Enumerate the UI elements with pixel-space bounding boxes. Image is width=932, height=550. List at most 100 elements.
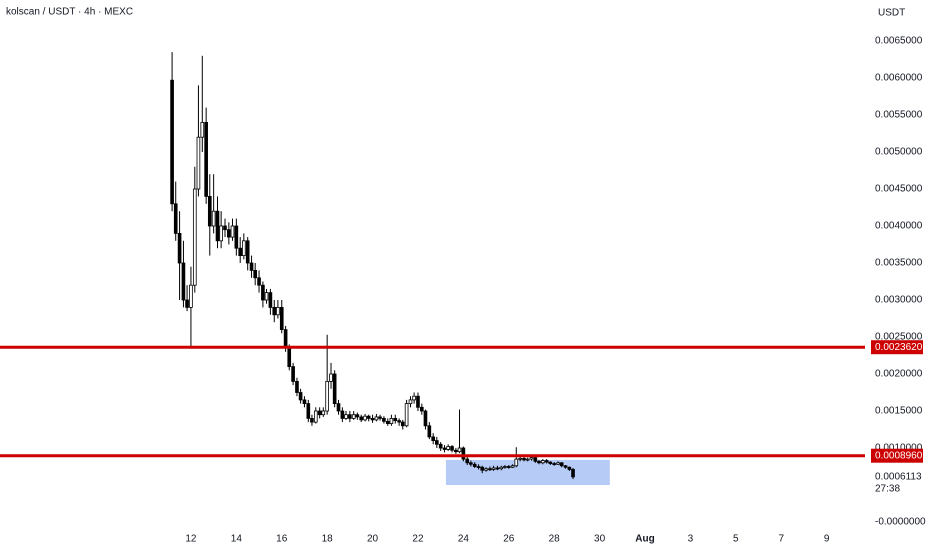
x-tick-label: 26 bbox=[503, 534, 515, 545]
candle-body bbox=[279, 307, 284, 331]
candle-body bbox=[253, 270, 258, 279]
candle-body bbox=[298, 392, 303, 401]
candle-body bbox=[189, 284, 193, 308]
candle-body bbox=[461, 447, 466, 460]
candle-body bbox=[484, 468, 488, 471]
candle-body bbox=[283, 329, 288, 349]
candle-body bbox=[348, 414, 352, 419]
x-tick-label: 24 bbox=[458, 534, 470, 545]
y-tick-label: 0.0055000 bbox=[875, 110, 923, 121]
candle-body bbox=[272, 307, 277, 316]
candle-body bbox=[571, 469, 575, 478]
candle-body bbox=[351, 414, 356, 419]
y-tick-label: 0.0020000 bbox=[875, 369, 923, 380]
candle-body bbox=[268, 292, 273, 308]
candle-body bbox=[495, 467, 500, 470]
candle-body bbox=[173, 203, 178, 234]
candle-body bbox=[506, 466, 511, 468]
candle-body bbox=[177, 233, 182, 264]
candle-body bbox=[310, 418, 314, 423]
x-tick-label: 18 bbox=[322, 534, 334, 545]
x-tick-label: 5 bbox=[733, 534, 739, 545]
candle-body bbox=[257, 277, 261, 286]
candle-body bbox=[196, 136, 201, 190]
candle-body bbox=[219, 225, 223, 242]
candle-body bbox=[454, 449, 458, 453]
candle-body bbox=[359, 416, 364, 421]
candle-body bbox=[544, 460, 549, 463]
candle-body bbox=[450, 446, 454, 451]
candle-body bbox=[408, 399, 413, 405]
candle-body bbox=[522, 457, 526, 461]
candle-body bbox=[230, 225, 235, 238]
candle-body bbox=[400, 421, 405, 427]
candle-body bbox=[370, 418, 375, 421]
candle-body bbox=[276, 307, 280, 316]
candle-body bbox=[181, 262, 186, 301]
candle-body bbox=[472, 463, 477, 467]
candle-body bbox=[548, 461, 553, 464]
candle-body bbox=[416, 395, 420, 408]
candle-body bbox=[442, 447, 447, 450]
candle-body bbox=[207, 195, 212, 227]
candle-body bbox=[321, 410, 326, 416]
candle-body bbox=[491, 467, 496, 470]
chart-title: kolscan / USDT · 4h · MEXC bbox=[6, 7, 133, 18]
level-label: 0.0023620 bbox=[875, 342, 923, 353]
candle-body bbox=[249, 262, 254, 271]
candle-body bbox=[434, 440, 439, 445]
candle-body bbox=[185, 299, 189, 308]
candle-body bbox=[385, 420, 390, 424]
candle-body bbox=[336, 403, 341, 412]
y-tick-label: 0.0050000 bbox=[875, 147, 923, 158]
candle-body bbox=[404, 403, 409, 427]
candle-body bbox=[533, 457, 538, 462]
candle-body bbox=[340, 410, 345, 419]
candle-body bbox=[170, 79, 174, 205]
candle-body bbox=[374, 416, 379, 421]
candle-body bbox=[465, 458, 470, 464]
candle-body bbox=[556, 462, 560, 465]
x-tick-label: 16 bbox=[276, 534, 288, 545]
candle-body bbox=[503, 466, 507, 468]
candle-body bbox=[302, 399, 307, 405]
candle-body bbox=[514, 458, 519, 467]
x-tick-label: Aug bbox=[635, 534, 654, 545]
x-tick-label: 12 bbox=[185, 534, 197, 545]
candle-body bbox=[567, 466, 572, 470]
candle-body bbox=[295, 381, 299, 393]
candle-body bbox=[541, 460, 545, 464]
candle-body bbox=[382, 418, 386, 422]
candle-body bbox=[412, 395, 416, 401]
y-axis-label: USDT bbox=[878, 8, 905, 19]
candle-body bbox=[457, 447, 462, 453]
candle-body bbox=[287, 347, 292, 368]
x-tick-label: 22 bbox=[412, 534, 424, 545]
last-price-label: 0.0006113 bbox=[875, 471, 922, 482]
candle-body bbox=[476, 466, 481, 468]
candle-body bbox=[211, 210, 216, 227]
candle-body bbox=[378, 416, 382, 419]
y-tick-label: 0.0010000 bbox=[875, 443, 923, 454]
candle-body bbox=[329, 373, 333, 382]
candle-body bbox=[510, 465, 515, 468]
candle-body bbox=[344, 414, 348, 419]
candle-body bbox=[499, 466, 504, 470]
candle-body bbox=[397, 420, 401, 423]
y-tick-label: -0.0000000 bbox=[875, 517, 926, 528]
candle-body bbox=[306, 403, 311, 419]
candle-body bbox=[291, 366, 295, 382]
candle-body bbox=[355, 414, 360, 418]
candle-body bbox=[438, 443, 443, 449]
candle-body bbox=[431, 436, 436, 442]
candle-body bbox=[423, 410, 428, 427]
candle-body bbox=[552, 463, 557, 465]
candle-body bbox=[366, 415, 371, 419]
level-label: 0.0008960 bbox=[875, 450, 923, 461]
candle-body bbox=[537, 460, 541, 464]
candle-body bbox=[317, 410, 322, 416]
candle-body bbox=[518, 457, 522, 460]
candle-body bbox=[363, 415, 367, 421]
